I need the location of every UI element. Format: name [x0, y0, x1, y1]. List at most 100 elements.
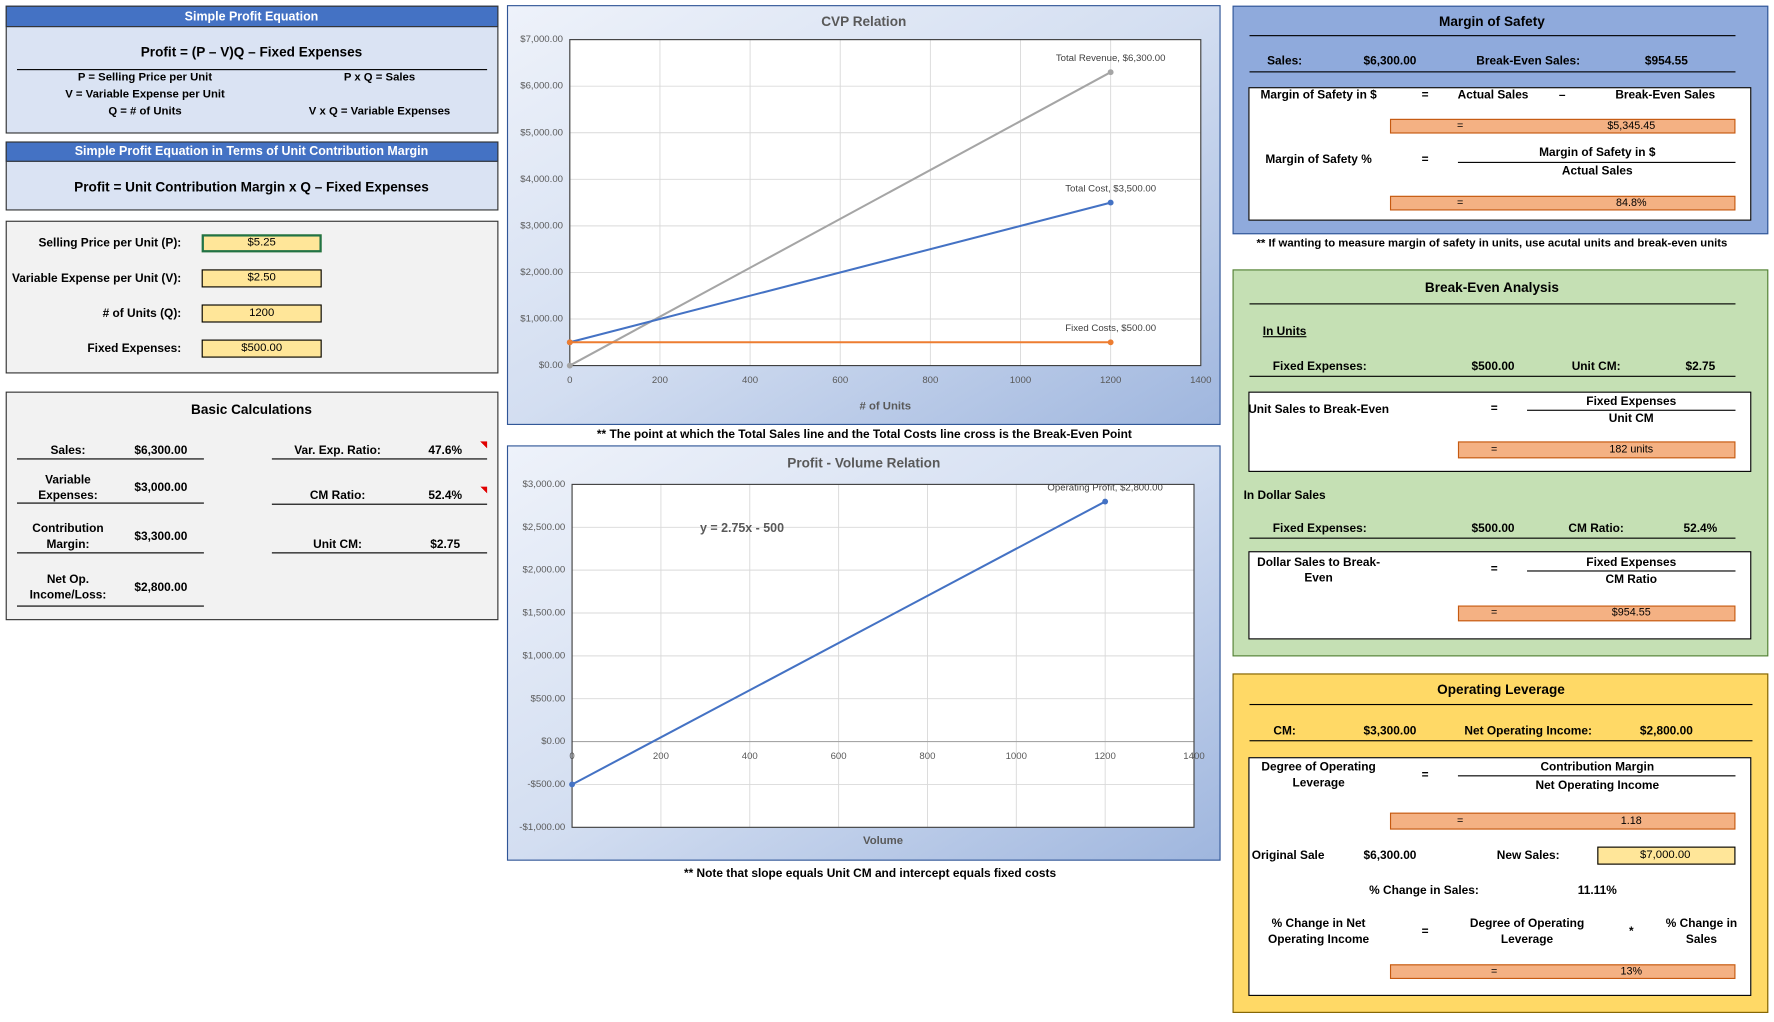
input-cell[interactable] — [201, 339, 322, 358]
calc-value: 52.4% — [428, 488, 463, 503]
x-axis-label: Volume — [863, 835, 903, 847]
note: ** If wanting to measure margin of safet… — [1256, 237, 1728, 251]
plot-area — [569, 39, 1201, 366]
data-label: Total Revenue, $6,300.00 — [1056, 53, 1166, 64]
calc-value: $6,300.00 — [134, 443, 188, 458]
label: Contribution Margin — [1540, 760, 1655, 775]
label: Dollar Sales to Break-Even — [1257, 555, 1381, 586]
label: = — [1490, 562, 1498, 577]
label: Break-Even Sales: — [1476, 54, 1581, 68]
calc-value: $3,000.00 — [134, 481, 188, 495]
definition: V = Variable Expense per Unit — [65, 88, 225, 101]
label: $6,300.00 — [1363, 848, 1417, 863]
rule — [16, 552, 204, 554]
note: ** Note that slope equals Unit CM and in… — [683, 866, 1057, 881]
trendline-equation: y = 2.75x - 500 — [700, 521, 784, 535]
y-tick-label: -$500.00 — [527, 779, 565, 790]
rule — [271, 552, 488, 554]
formula-box — [1248, 391, 1752, 472]
calc-label: Unit CM: — [313, 537, 363, 552]
result: 84.8% — [1616, 196, 1647, 209]
comment-marker — [480, 486, 488, 494]
note: ** The point at which the Total Sales li… — [596, 427, 1132, 442]
input-value: $500.00 — [241, 341, 283, 355]
series-line — [569, 71, 1112, 367]
calc-label: Net Op. Income/Loss: — [29, 572, 107, 603]
label: Actual Sales — [1457, 88, 1529, 102]
rule — [1249, 740, 1753, 742]
input-cell[interactable] — [201, 304, 322, 323]
input-cell[interactable] — [1597, 846, 1736, 865]
definition: P x Q = Sales — [343, 71, 416, 84]
series-line — [569, 201, 1111, 344]
x-axis-label: # of Units — [860, 400, 912, 412]
result-cell — [1389, 195, 1736, 211]
label: Margin of Safety % — [1265, 152, 1372, 167]
rule — [1249, 71, 1736, 73]
label: Degree of Operating Leverage — [1469, 916, 1585, 947]
label: = — [1491, 606, 1498, 620]
label: $3,300.00 — [1363, 724, 1417, 738]
calc-label: Variable Expenses: — [38, 473, 98, 503]
x-tick-label: 1000 — [1010, 375, 1031, 386]
y-tick-label: $3,000.00 — [520, 220, 563, 231]
input-label: # of Units (Q): — [102, 306, 182, 321]
panel — [5, 391, 499, 621]
label: % Change in Sales: — [1369, 883, 1479, 898]
label: Net Operating Income: — [1464, 724, 1592, 738]
label: * — [1628, 924, 1634, 939]
label: $500.00 — [1471, 521, 1515, 536]
data-point — [1107, 199, 1114, 206]
label: = — [1457, 119, 1464, 132]
label: Margin of Safety in $ — [1539, 145, 1656, 160]
x-tick-label: 1400 — [1190, 375, 1211, 386]
definition: Q = # of Units — [108, 105, 182, 118]
rule — [1249, 537, 1736, 539]
result-cell — [1389, 964, 1736, 979]
input-value: $5.25 — [247, 236, 276, 249]
label: Original Sale — [1251, 848, 1325, 863]
y-tick-label: -$1,000.00 — [519, 822, 565, 833]
series-line — [571, 500, 1106, 786]
label: Degree of Operating Leverage — [1261, 760, 1376, 790]
label: Fixed Expenses — [1586, 394, 1677, 409]
plot-border — [569, 39, 1202, 367]
data-point — [569, 781, 576, 788]
calc-value: $2,800.00 — [134, 580, 188, 595]
label: Net Operating Income — [1535, 778, 1660, 793]
label: = — [1491, 443, 1498, 456]
data-point — [566, 339, 573, 346]
y-tick-label: $2,500.00 — [523, 522, 566, 533]
y-tick-label: $4,000.00 — [520, 174, 563, 185]
definition: V x Q = Variable Expenses — [308, 105, 451, 118]
rule — [1457, 161, 1736, 163]
result-cell — [1457, 605, 1736, 622]
input-value: $7,000.00 — [1640, 848, 1691, 862]
input-cell[interactable] — [201, 234, 322, 253]
result-cell — [1389, 812, 1736, 830]
label: Margin of Safety in $ — [1260, 88, 1377, 102]
label: $2.75 — [1685, 359, 1716, 374]
input-value: $2.50 — [247, 271, 276, 285]
panel-title: Simple Profit Equation — [184, 10, 319, 24]
label: $6,300.00 — [1363, 54, 1417, 68]
label: % Change in Net Operating Income — [1268, 916, 1370, 947]
label: In Units — [1262, 324, 1307, 339]
rule — [1249, 303, 1736, 305]
calc-label: CM Ratio: — [309, 488, 366, 503]
label: 52.4% — [1683, 521, 1718, 536]
label: $954.55 — [1644, 54, 1688, 68]
result: $5,345.45 — [1607, 119, 1656, 132]
label: 11.11% — [1577, 883, 1617, 898]
rule — [16, 458, 204, 460]
comment-marker — [480, 441, 488, 449]
y-tick-label: $0.00 — [539, 360, 563, 371]
input-label: Variable Expense per Unit (V): — [12, 271, 182, 286]
result: 13% — [1620, 964, 1643, 978]
x-tick-label: 800 — [922, 375, 938, 386]
calc-label: Sales: — [50, 443, 86, 458]
data-point — [1107, 339, 1114, 346]
rule — [1249, 35, 1736, 37]
x-tick-label: 600 — [831, 751, 847, 762]
input-cell[interactable] — [201, 269, 322, 288]
